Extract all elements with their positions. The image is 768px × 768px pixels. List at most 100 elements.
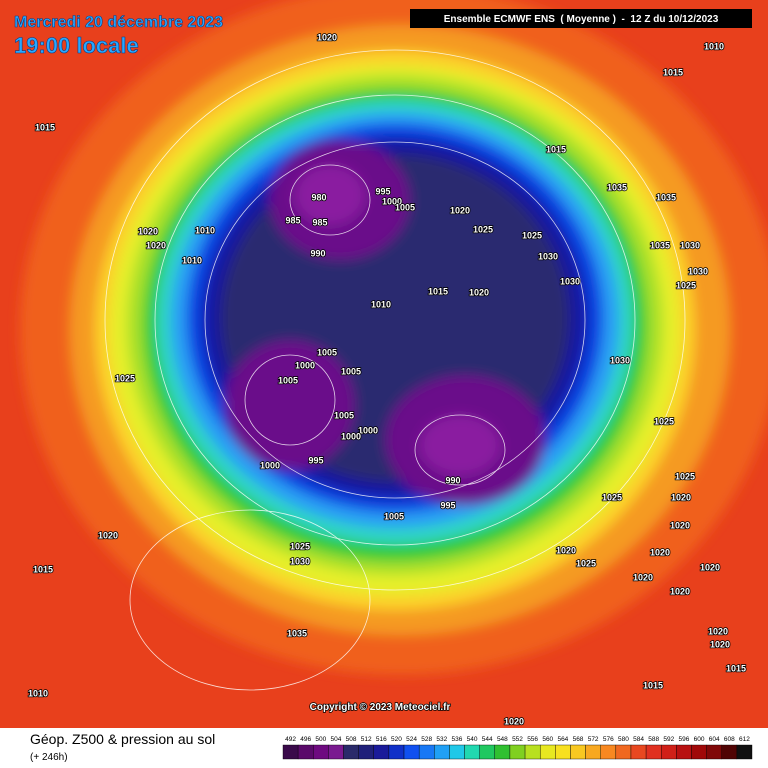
legend-label: 580 — [618, 736, 629, 743]
legend-swatch — [721, 744, 738, 760]
isobar-label: 1020 — [671, 492, 691, 502]
isobar-label: 1025 — [522, 230, 542, 240]
legend-swatch — [706, 744, 722, 760]
isobar-label: 1035 — [650, 240, 670, 250]
isobar-label: 1020 — [670, 586, 690, 596]
legend-label: 540 — [467, 736, 478, 743]
legend-swatch — [661, 744, 677, 760]
legend-label: 564 — [557, 736, 568, 743]
isobar-label: 1000 — [260, 460, 280, 470]
isobar-label: 1020 — [98, 530, 118, 540]
footer-lead: (+ 246h) — [30, 752, 68, 763]
legend-label: 608 — [724, 736, 735, 743]
isobar-label: 1020 — [708, 626, 728, 636]
legend-swatch — [585, 744, 601, 760]
legend-label: 600 — [694, 736, 705, 743]
legend-label: 500 — [315, 736, 326, 743]
legend-label: 572 — [588, 736, 599, 743]
legend-swatch — [600, 744, 617, 760]
isobar-label: 1020 — [450, 205, 470, 215]
legend-swatch — [358, 744, 374, 760]
legend-swatch — [373, 744, 390, 760]
isobar-label: 1020 — [670, 520, 690, 530]
legend-label: 516 — [376, 736, 387, 743]
legend-label: 556 — [527, 736, 538, 743]
legend-swatch — [555, 744, 571, 760]
isobar-label: 1020 — [317, 32, 337, 42]
legend-swatch — [479, 744, 496, 760]
isobar-label: 1025 — [602, 492, 622, 502]
time: 19:00 locale — [14, 33, 139, 58]
isobar-label: 1035 — [287, 628, 307, 638]
legend-swatch — [539, 744, 556, 760]
legend-swatch — [282, 744, 299, 760]
isobar-label: 1020 — [556, 545, 576, 555]
isobar-label: 1015 — [35, 122, 55, 132]
isobar-label: 1020 — [138, 226, 158, 236]
legend-label: 576 — [603, 736, 614, 743]
isobar-label: 1025 — [115, 373, 135, 383]
legend-label: 504 — [331, 736, 342, 743]
isobar-label: 985 — [285, 215, 300, 225]
isobar-label: 1030 — [688, 266, 708, 276]
isobar-label: 1005 — [278, 375, 298, 385]
isobar-label: 1025 — [654, 416, 674, 426]
isobar-label: 1035 — [656, 192, 676, 202]
isobar-label: 1020 — [504, 716, 524, 726]
copyright: Copyright © 2023 Meteociel.fr — [310, 702, 451, 713]
isobar-label: 1010 — [182, 255, 202, 265]
isobar-label: 1005 — [334, 410, 354, 420]
legend-swatch — [691, 744, 707, 760]
isobar-label: 1015 — [428, 286, 448, 296]
isobar-label: 1005 — [341, 366, 361, 376]
isobar-label: 1030 — [538, 251, 558, 261]
isobar-label: 1030 — [610, 355, 630, 365]
isobar-label: 980 — [311, 192, 326, 202]
legend-label: 592 — [663, 736, 674, 743]
legend-label: 512 — [361, 736, 372, 743]
isobar-label: 1020 — [700, 562, 720, 572]
legend-swatch — [645, 744, 662, 760]
legend-label: 536 — [452, 736, 463, 743]
isobar-label: 1020 — [469, 287, 489, 297]
legend-swatch — [297, 744, 314, 760]
legend-swatch — [313, 744, 329, 760]
legend-swatch — [676, 744, 692, 760]
legend-swatch — [615, 744, 632, 760]
isobar-label: 1005 — [384, 511, 404, 521]
isobar-label: 1010 — [195, 225, 215, 235]
legend-swatch — [328, 744, 344, 760]
legend-swatch — [449, 744, 465, 760]
legend-label: 532 — [436, 736, 447, 743]
legend-label: 528 — [421, 736, 432, 743]
legend-swatch — [736, 744, 753, 760]
isobar-label: 1030 — [680, 240, 700, 250]
date: Mercredi 20 décembre 2023 — [14, 14, 223, 31]
legend-label: 596 — [678, 736, 689, 743]
legend-label: 520 — [391, 736, 402, 743]
isobar-label: 1020 — [633, 572, 653, 582]
isobar-label: 1000 — [295, 360, 315, 370]
isobar-label: 1020 — [710, 639, 730, 649]
legend-label: 508 — [346, 736, 357, 743]
legend-label: 588 — [648, 736, 659, 743]
isobar-label: 985 — [312, 217, 327, 227]
legend-swatch — [630, 744, 647, 760]
isobar-label: 1015 — [663, 67, 683, 77]
isobar-label: 1015 — [33, 564, 53, 574]
isobar-label: 1020 — [650, 547, 670, 557]
isobar-label: 1015 — [643, 680, 663, 690]
color-legend: 492 496 500 504 508 512 516 520 524 528 532 536 540 5… — [282, 736, 753, 760]
isobar-label: 1025 — [675, 471, 695, 481]
isobar-label: 1000 — [358, 425, 378, 435]
legend-swatch — [434, 744, 450, 760]
isobar-labels: 1020 1010 1015 1015 1015 1035 1035 980 9… — [27, 32, 747, 728]
legend-label: 544 — [482, 736, 493, 743]
isobar-label: 995 — [375, 186, 390, 196]
legend-label: 604 — [709, 736, 720, 743]
legend-label: 552 — [512, 736, 523, 743]
isobar-label: 1025 — [290, 541, 310, 551]
isobar-label: 1010 — [704, 41, 724, 51]
isobar-label: 995 — [308, 455, 323, 465]
legend-label: 548 — [497, 736, 508, 743]
